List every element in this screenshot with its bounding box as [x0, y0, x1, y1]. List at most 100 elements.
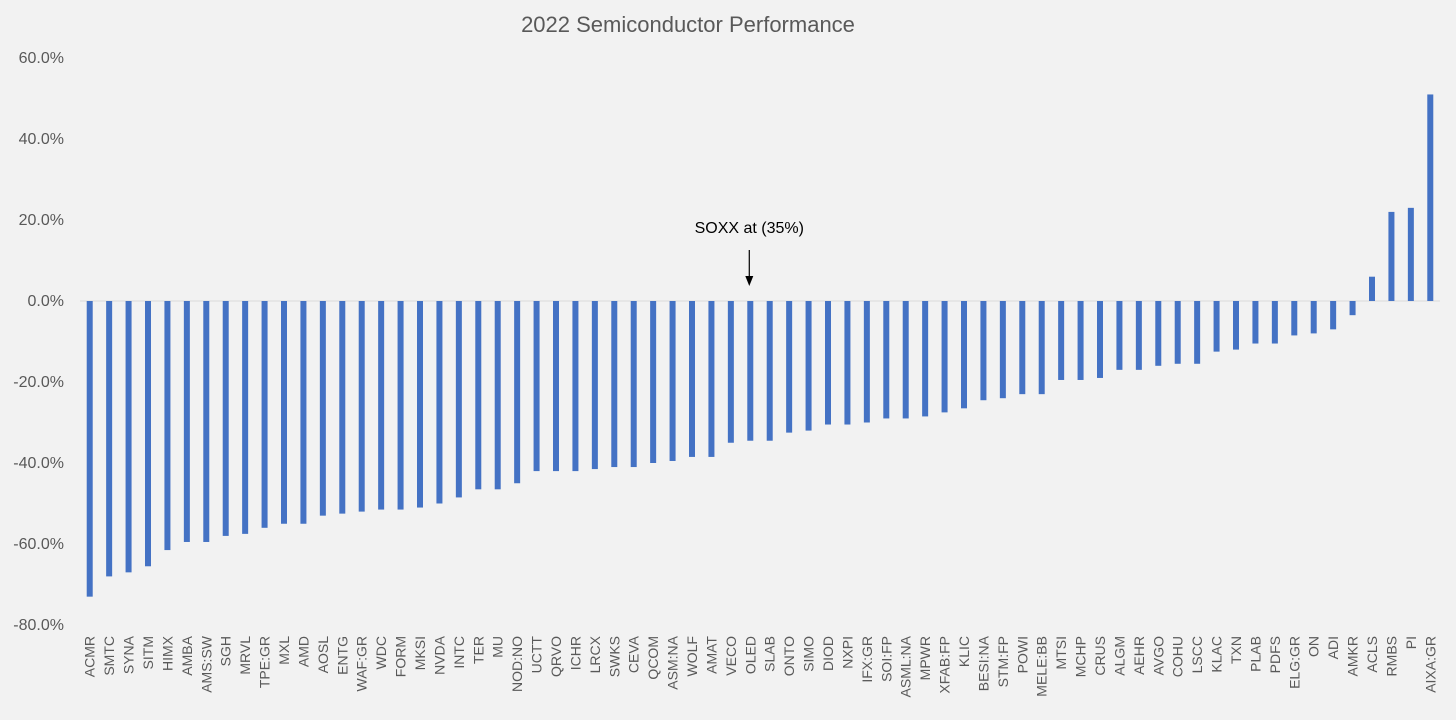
x-tick-label: ACMR: [82, 636, 98, 677]
y-tick-label: 40.0%: [19, 131, 64, 148]
x-tick-label: CRUS: [1092, 636, 1108, 676]
bar: [553, 301, 559, 472]
bar: [669, 301, 676, 461]
bar: [1330, 301, 1337, 330]
x-tick-label: MCHP: [1073, 636, 1089, 677]
bar: [1427, 94, 1434, 301]
bar: [805, 301, 812, 431]
x-tick-label: ASM:NA: [665, 635, 681, 689]
x-tick-label: MXL: [276, 636, 292, 665]
bar: [1369, 276, 1375, 301]
x-tick-label: LRCX: [587, 635, 603, 673]
bar: [1058, 301, 1065, 380]
bar: [145, 301, 151, 567]
x-tick-label: TER: [470, 636, 486, 664]
bar: [572, 301, 579, 472]
x-tick-label: STM:FP: [995, 636, 1011, 687]
x-tick-label: MKSI: [412, 636, 428, 670]
y-axis: 60.0% 40.0% 20.0% 0.0% -20.0% -40.0% -60.0% -80…: [13, 50, 64, 634]
bar: [708, 301, 715, 457]
x-tick-label: FORM: [393, 636, 409, 677]
bar: [300, 301, 307, 524]
annotation: SOXX at (35%): [695, 220, 804, 286]
bar: [533, 301, 540, 472]
bar: [922, 301, 929, 417]
bar: [766, 301, 773, 441]
x-tick-label: COHU: [1170, 636, 1186, 677]
bar: [455, 301, 462, 498]
x-tick-label: HIMX: [159, 635, 175, 671]
x-tick-label: ON: [1306, 636, 1322, 657]
bar: [1174, 301, 1181, 364]
y-tick-label: 20.0%: [19, 212, 64, 229]
x-tick-label: RMBS: [1383, 636, 1399, 676]
x-tick-label: ADI: [1325, 636, 1341, 659]
x-tick-label: SITM: [140, 636, 156, 669]
x-tick-label: NVDA: [431, 635, 447, 675]
bar: [1038, 301, 1045, 395]
bar: [125, 301, 132, 573]
bar: [1388, 211, 1395, 301]
bar: [1135, 301, 1142, 370]
x-tick-label: SYNA: [121, 635, 137, 674]
bar: [397, 301, 404, 510]
x-tick-label: NOD:NO: [509, 636, 525, 692]
bar: [1019, 301, 1026, 395]
bar: [1252, 301, 1259, 344]
bar: [106, 301, 113, 577]
bars: [86, 94, 1434, 597]
x-tick-label: MPWR: [917, 636, 933, 680]
x-tick-label: ICHR: [567, 636, 583, 670]
x-tick-label: MELE:BB: [1034, 636, 1050, 697]
bar: [1097, 301, 1103, 378]
x-tick-label: IFX:GR: [859, 636, 875, 683]
y-tick-label: 0.0%: [28, 293, 64, 310]
bar: [727, 301, 734, 443]
y-tick-label: -60.0%: [13, 536, 64, 553]
bar: [961, 301, 967, 409]
bar: [1407, 207, 1414, 301]
bar: [436, 301, 443, 504]
x-tick-label: AVGO: [1150, 636, 1166, 676]
x-tick-label: CEVA: [626, 635, 642, 673]
x-tick-label: AMS:SW: [198, 635, 214, 693]
bar: [883, 301, 890, 419]
x-tick-label: AMD: [295, 636, 311, 667]
bar: [339, 301, 346, 514]
bar: [494, 301, 501, 490]
x-tick-label: WDC: [373, 636, 389, 669]
x-tick-label: WOLF: [684, 636, 700, 676]
bar: [902, 301, 909, 419]
bar: [1213, 301, 1220, 352]
bar: [650, 301, 657, 463]
bar: [261, 301, 268, 528]
bar: [1233, 301, 1239, 350]
bar: [630, 301, 637, 468]
x-tick-label: ONTO: [781, 636, 797, 676]
bar: [281, 301, 287, 524]
x-tick-label: ALGM: [1111, 636, 1127, 676]
x-tick-label: SIMO: [801, 636, 817, 672]
x-tick-label: MRVL: [237, 636, 253, 675]
x-tick-label: BESI:NA: [975, 635, 991, 691]
bar: [1155, 301, 1162, 366]
annotation-arrowhead: [745, 276, 754, 286]
bar: [786, 301, 793, 433]
x-axis: ACMR SMTC SYNA SITM HIMX AMBA AMS:SW SGH MRVL TPE…: [82, 635, 1439, 697]
bar: [1194, 301, 1201, 364]
x-tick-label: ENTG: [334, 636, 350, 675]
bar: [1077, 301, 1084, 380]
x-tick-label: PLAB: [1247, 636, 1263, 672]
y-tick-label: -40.0%: [13, 455, 64, 472]
x-tick-label: WAF:GR: [354, 636, 370, 691]
x-tick-label: SMTC: [101, 636, 117, 676]
y-tick-label: -20.0%: [13, 374, 64, 391]
x-tick-label: ACLS: [1364, 636, 1380, 673]
x-tick-label: KLAC: [1209, 636, 1225, 673]
bar: [1291, 301, 1298, 336]
bar: [183, 301, 190, 542]
x-tick-label: VECO: [723, 636, 739, 676]
bar: [980, 301, 987, 401]
